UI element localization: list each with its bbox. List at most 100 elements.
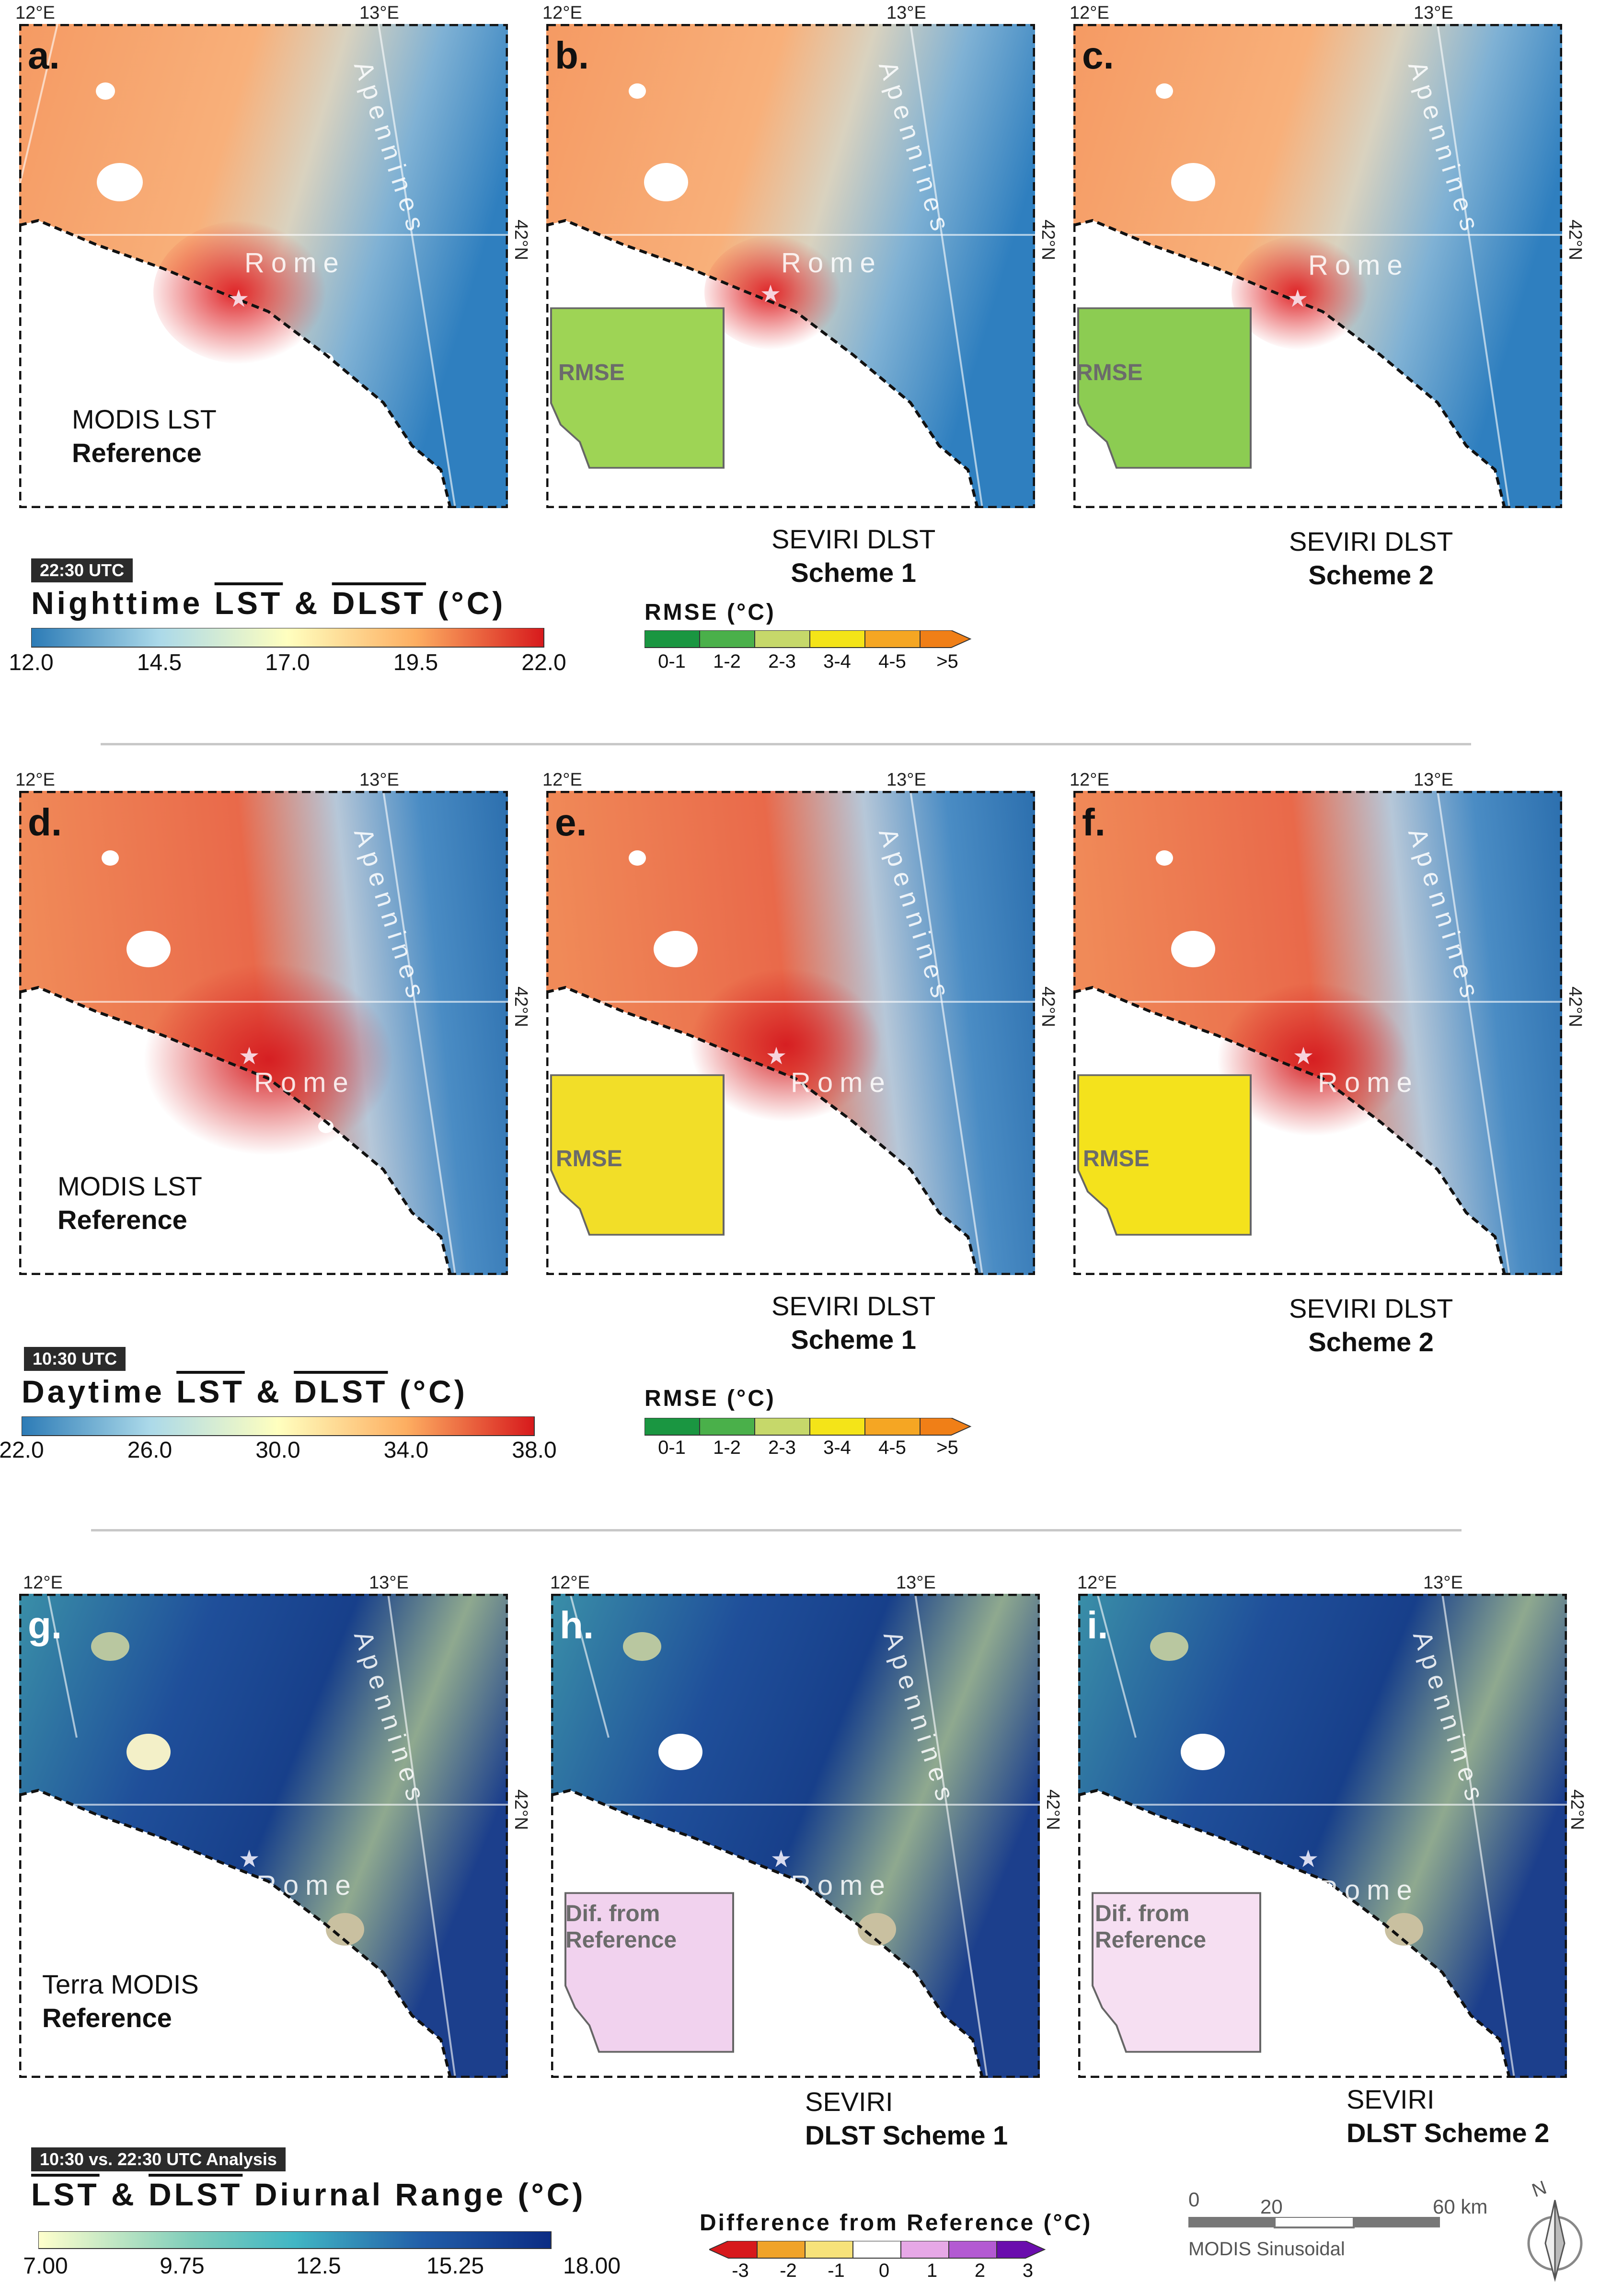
map-image-b: ★ (546, 24, 1035, 508)
tick-label: 19.5 (393, 650, 438, 675)
tick-label: 3-4 (823, 651, 851, 672)
tick-label: 12.5 (296, 2253, 341, 2279)
map-panel-a: ★ a. Rome Apennines MODIS LST Reference 1… (15, 3, 531, 508)
difference-colorbar (709, 2241, 1046, 2259)
lat-label-42n: 42°N (511, 1789, 531, 1830)
lon-label-12e: 12°E (1077, 1573, 1117, 1593)
city-label: Rome (256, 1870, 357, 1901)
panel-letter: a. (28, 34, 60, 77)
projection-label: MODIS Sinusoidal (1188, 2238, 1345, 2260)
panel-letter: e. (555, 801, 587, 844)
map-image-d: ★ (19, 791, 508, 1275)
city-label: Rome (1318, 1875, 1419, 1906)
tick-label: -3 (732, 2260, 749, 2281)
lon-label-12e: 12°E (1070, 3, 1109, 23)
map-panel-h: ★ h. Rome Apennines Dif. from Reference S… (550, 1573, 1063, 2150)
tick-label: 22.0 (0, 1438, 44, 1463)
tick-label: >5 (936, 651, 958, 672)
lon-label-12e: 12°E (542, 770, 582, 790)
map-title: SEVIRI DLST Scheme 1 (805, 2087, 1008, 2150)
map-image-h: ★ (551, 1594, 1040, 2078)
map-panel-b: ★ b. Rome Apennines RMSE SEVIRI DLST Sche… (542, 3, 1058, 588)
rmse-colorbar (645, 1418, 972, 1436)
map-title: MODIS LST Reference (58, 1171, 202, 1235)
lon-label-13e: 13°E (896, 1573, 936, 1593)
map-title: SEVIRI DLST Scheme 1 (771, 524, 936, 588)
map-panel-i: ★ i. Rome Apennines Dif. from Reference S… (1077, 1573, 1587, 2148)
map-title: SEVIRI DLST Scheme 1 (771, 1291, 936, 1355)
row-divider (101, 743, 1471, 745)
tick-label: 4-5 (878, 651, 906, 672)
tick-label: 0-1 (658, 651, 686, 672)
svg-text:★: ★ (239, 1845, 260, 1872)
temperature-colorbar (22, 1416, 535, 1436)
city-label: Rome (1308, 250, 1409, 281)
map-title: SEVIRI DLST Scheme 2 (1289, 1293, 1453, 1357)
tick-label: -2 (780, 2260, 797, 2281)
tick-label: 26.0 (127, 1438, 173, 1463)
tick-label: 18.00 (563, 2253, 621, 2279)
lat-label-42n: 42°N (1043, 1789, 1063, 1830)
lon-label-12e: 12°E (542, 3, 582, 23)
tick-label: 22.0 (521, 650, 566, 675)
inset-title: RMSE (1076, 360, 1143, 385)
lat-label-42n: 42°N (511, 986, 531, 1027)
time-badge: 10:30 vs. 22:30 UTC Analysis (31, 2147, 286, 2171)
map-panel-e: ★ e. Rome Apennines RMSE SEVIRI DLST Sche… (542, 770, 1058, 1355)
tick-label: 34.0 (383, 1438, 429, 1463)
tick-label: 7.00 (23, 2253, 68, 2279)
tick-label: -1 (828, 2260, 845, 2281)
colorbar-title: LST & DLST Diurnal Range (°C) (31, 2177, 586, 2212)
inset-title: Dif. from Reference (1095, 1901, 1207, 1953)
svg-text:★: ★ (1293, 1043, 1314, 1069)
inset-title: RMSE (1083, 1146, 1150, 1171)
map-panel-d: ★ d. Rome Apennines MODIS LST Reference 1… (15, 770, 531, 1275)
svg-text:★: ★ (228, 285, 250, 312)
map-image-c: ★ (1073, 24, 1562, 508)
svg-text:★: ★ (760, 280, 782, 307)
svg-text:★: ★ (1287, 285, 1309, 312)
scale-tick-0: 0 (1188, 2188, 1200, 2211)
svg-text:★: ★ (766, 1043, 787, 1069)
map-panel-c: ★ c. Rome Apennines RMSE SEVIRI DLST Sche… (1070, 3, 1585, 590)
scale-tick-60: 60 km (1433, 2195, 1488, 2218)
inset-title: RMSE (556, 1146, 622, 1171)
tick-label: 9.75 (160, 2253, 205, 2279)
svg-text:★: ★ (1298, 1845, 1319, 1872)
lon-label-12e: 12°E (15, 3, 55, 23)
city-label: Rome (244, 247, 345, 278)
panel-letter: c. (1082, 34, 1114, 77)
tick-label: 0 (878, 2260, 890, 2281)
lon-label-12e: 12°E (23, 1573, 63, 1593)
panel-letter: h. (560, 1604, 594, 1647)
tick-label: 1-2 (713, 651, 741, 672)
colorbar-title: Daytime LST & DLST (°C) (22, 1374, 468, 1409)
svg-text:★: ★ (239, 1043, 260, 1069)
city-label: Rome (254, 1067, 355, 1098)
panel-letter: g. (28, 1604, 62, 1647)
scale-bar-graphic (1188, 2217, 1440, 2228)
lon-label-12e: 12°E (550, 1573, 590, 1593)
panel-letter: b. (555, 34, 589, 77)
lon-label-12e: 12°E (1070, 770, 1109, 790)
lon-label-13e: 13°E (1423, 1573, 1463, 1593)
lat-label-42n: 42°N (1565, 220, 1585, 260)
tick-label: 3 (1022, 2260, 1034, 2281)
lat-label-42n: 42°N (511, 220, 531, 260)
lon-label-13e: 13°E (886, 770, 926, 790)
tick-label: 1-2 (713, 1437, 741, 1458)
diurnal-colorbar (38, 2231, 552, 2249)
difference-legend-title: Difference from Reference (°C) (700, 2210, 1093, 2236)
city-label: Rome (791, 1870, 892, 1901)
tick-label: 17.0 (265, 650, 310, 675)
city-label: Rome (791, 1067, 892, 1098)
lat-label-42n: 42°N (1038, 986, 1058, 1027)
lon-label-13e: 13°E (886, 3, 926, 23)
inset-title: RMSE (558, 360, 625, 385)
inset-title: Dif. from Reference (565, 1901, 677, 1953)
lon-label-13e: 13°E (359, 770, 399, 790)
map-image-g: ★ (19, 1594, 508, 2078)
time-badge: 22:30 UTC (31, 558, 133, 582)
map-panel-g: ★ g. Rome Apennines Terra MODIS Reference… (19, 1573, 531, 2078)
tick-label: 2-3 (768, 1437, 796, 1458)
